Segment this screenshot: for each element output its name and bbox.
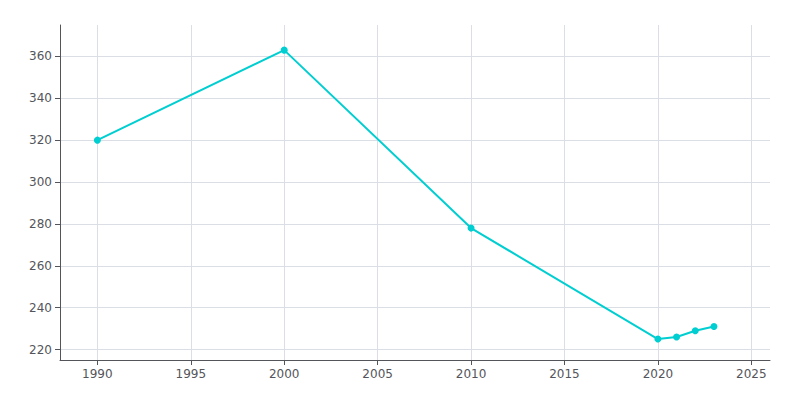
svg-text:2015: 2015 [549,367,580,381]
svg-text:340: 340 [29,91,52,105]
svg-text:2005: 2005 [362,367,393,381]
svg-text:2025: 2025 [736,367,767,381]
svg-text:280: 280 [29,217,52,231]
svg-text:2020: 2020 [643,367,674,381]
svg-text:2010: 2010 [456,367,487,381]
svg-text:1990: 1990 [82,367,113,381]
svg-text:220: 220 [29,343,52,357]
svg-text:300: 300 [29,175,52,189]
svg-text:320: 320 [29,133,52,147]
svg-text:260: 260 [29,259,52,273]
svg-text:1995: 1995 [176,367,207,381]
svg-text:240: 240 [29,301,52,315]
svg-text:2000: 2000 [269,367,300,381]
svg-text:360: 360 [29,49,52,63]
